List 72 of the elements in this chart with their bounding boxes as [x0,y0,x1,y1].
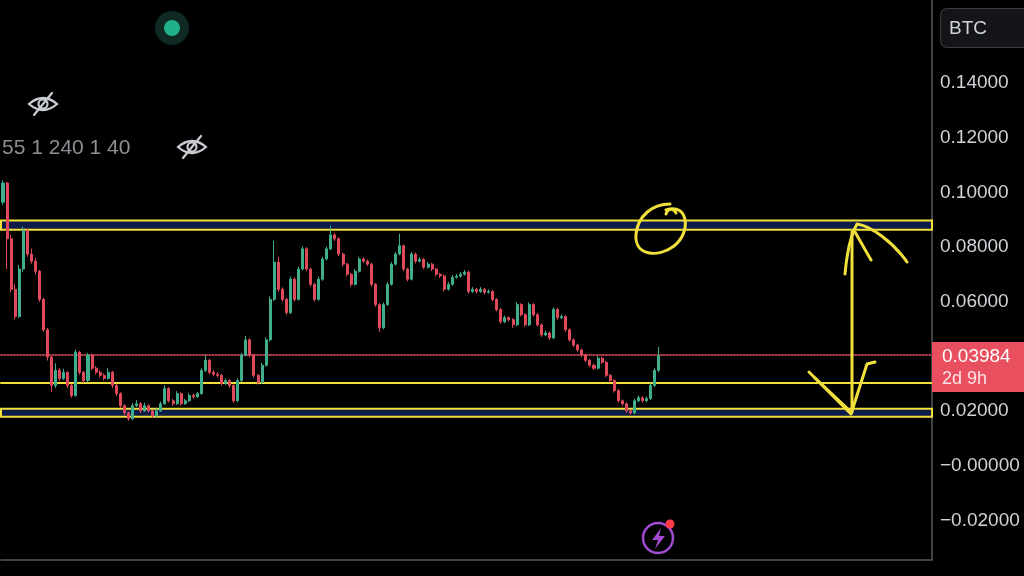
candlestick [107,367,110,381]
candlestick [475,287,478,294]
y-tick-label: 0.02000 [940,399,1009,421]
candlestick [289,275,292,315]
candlestick [103,372,106,382]
candlestick [1,179,5,206]
candlestick [418,256,421,264]
candlestick [451,274,454,287]
y-tick-label: 0.08000 [940,235,1009,257]
candlestick [552,306,555,340]
candlestick [512,317,515,329]
y-tick-label: 0.10000 [940,180,1009,202]
candlestick [54,362,57,389]
y-tick-label: 0.12000 [940,126,1009,148]
candlestick [422,257,425,270]
candlestick [556,307,559,321]
candlestick [597,355,600,371]
candlestick [293,277,296,303]
candlestick [431,262,434,272]
candlestick [463,269,466,277]
candlestick [172,398,175,407]
candlestick [459,271,462,279]
candlestick [427,261,430,270]
candlestick [180,392,183,407]
candlestick [143,402,146,413]
candlestick [479,286,482,294]
candlestick [625,401,628,414]
candlestick [208,358,211,375]
candlestick [503,315,506,324]
candlestick [188,392,191,403]
candlestick [605,360,608,378]
candlestick [528,301,531,327]
y-tick-label: −0.00000 [940,453,1020,475]
candlestick [192,393,195,400]
candlestick [435,267,438,277]
y-tick-label: 0.14000 [940,71,1009,93]
candlestick [58,367,61,382]
y-tick-label: −0.02000 [940,508,1020,530]
candlestick [74,349,77,398]
candlestick [232,383,235,404]
candlestick [337,236,340,257]
candlestick [487,288,490,295]
candlestick [131,402,134,421]
candlestick [633,398,636,415]
candlestick [516,301,519,327]
ref-line-label: 0.03984 [942,344,1012,367]
candlestick [641,395,644,404]
candlestick [62,368,65,381]
candlestick [410,251,413,282]
candlestick [544,330,547,337]
candlestick [257,373,260,386]
candlestick [362,256,365,264]
text: 2d 9h [942,366,989,389]
candlestick [467,270,470,295]
candlestick [86,352,90,383]
candlestick [220,373,223,387]
y-tick-label: 0.06000 [940,289,1009,311]
candlestick [483,287,486,295]
candlestick [176,390,179,406]
annotation: 55 1 240 1 40 [2,134,131,160]
candlestick [139,401,142,414]
candlestick [560,313,563,320]
candlestick [548,331,551,341]
candlestick [471,286,474,294]
candlestick [99,369,102,379]
candlestick [592,363,596,371]
candlestick [167,386,170,404]
candlestick [224,377,227,386]
candlestick [507,315,510,323]
y-axis-title: BTC [940,8,1024,48]
candlestick [443,274,446,292]
candlestick [414,251,417,264]
